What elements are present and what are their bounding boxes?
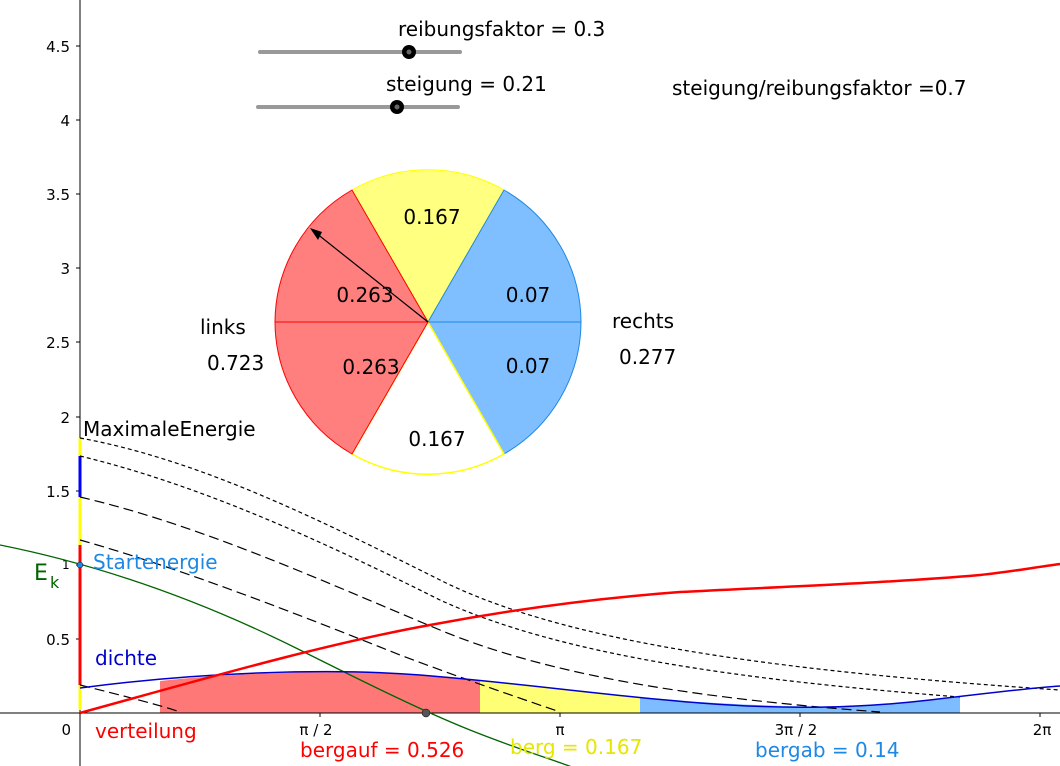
- energy-curve-4: [79, 539, 561, 713]
- reibungsfaktor-slider[interactable]: [258, 45, 462, 59]
- pie-label-lower-right: 0.07: [506, 354, 551, 378]
- y-tick-label: 3: [60, 260, 70, 278]
- dichte-label: dichte: [95, 646, 157, 670]
- y-tick-label: 3.5: [46, 186, 70, 204]
- ek-zero-point[interactable]: [421, 708, 431, 718]
- y-tick-label: 0.5: [46, 631, 70, 649]
- x-tick-marks: [319, 713, 1041, 717]
- pie-slice-lower-right: [427, 321, 582, 455]
- ek-tick-label: 1: [62, 558, 70, 572]
- reibungsfaktor-label: reibungsfaktor = 0.3: [398, 17, 605, 41]
- bergab-label: bergab = 0.14: [755, 738, 900, 762]
- pie-label-bottom: 0.167: [408, 427, 465, 451]
- links-label: links: [200, 315, 246, 339]
- ek-subscript: k: [50, 573, 60, 592]
- rechts-value: 0.277: [619, 345, 676, 369]
- y-tick-label: 2.5: [46, 334, 70, 352]
- pie-label-upper-right: 0.07: [506, 283, 551, 307]
- pie-arrow: [315, 232, 429, 323]
- x-tick-label: 3π / 2: [775, 721, 818, 739]
- berg-label: berg = 0.167: [510, 735, 642, 759]
- max-energy-curve: [79, 437, 1060, 691]
- links-value: 0.723: [207, 351, 264, 375]
- slider-handle-center: [394, 104, 400, 110]
- steigung-slider[interactable]: [256, 100, 460, 114]
- bergauf-label: bergauf = 0.526: [300, 738, 464, 762]
- dichte-curve: [79, 670, 1060, 709]
- pie-slice-lower-left: [274, 321, 429, 455]
- y-tick-label: 4.5: [46, 38, 70, 56]
- pie-label-lower-left: 0.263: [342, 355, 399, 379]
- x-tick-label: π: [555, 721, 564, 739]
- startenergie-point[interactable]: [76, 561, 84, 569]
- pie-arrow-head: [310, 228, 322, 240]
- pie-chart: 0.167 0.07 0.07 0.167 0.263 0.263: [274, 169, 582, 475]
- startenergie-label: Startenergie: [93, 550, 218, 574]
- pie-slice-bottom: [350, 320, 506, 475]
- bergab-region: [640, 697, 960, 713]
- ratio-text: steigung/reibungsfaktor =0.7: [672, 76, 967, 100]
- verteilung-label: verteilung: [95, 719, 197, 743]
- x-tick-label: 2π: [1033, 721, 1052, 739]
- energy-curve-3: [79, 496, 881, 713]
- pie-label-upper-left: 0.263: [336, 283, 393, 307]
- y-tick-label: 4: [60, 112, 70, 130]
- slider-handle-center: [406, 49, 412, 55]
- rechts-label: rechts: [612, 309, 674, 333]
- bergauf-region: [160, 672, 480, 713]
- pie-slice-upper-left: [274, 189, 429, 323]
- y-tick-label: 2: [60, 409, 70, 427]
- y-tick-label: 1.5: [46, 483, 70, 501]
- verteilung-curve: [79, 562, 1060, 715]
- pie-label-top: 0.167: [403, 205, 460, 229]
- berg-region: [480, 681, 640, 713]
- pie-slice-upper-right: [427, 189, 582, 323]
- steigung-label: steigung = 0.21: [386, 72, 547, 96]
- maximale-energie-label: MaximaleEnergie: [83, 417, 256, 441]
- energy-curve-2: [79, 455, 961, 698]
- origin-label: 0: [61, 721, 71, 739]
- dichte-dashed-line: [79, 684, 181, 713]
- pie-slice-top: [351, 169, 505, 324]
- ek-label: E: [34, 561, 48, 586]
- x-tick-label: π / 2: [299, 721, 332, 739]
